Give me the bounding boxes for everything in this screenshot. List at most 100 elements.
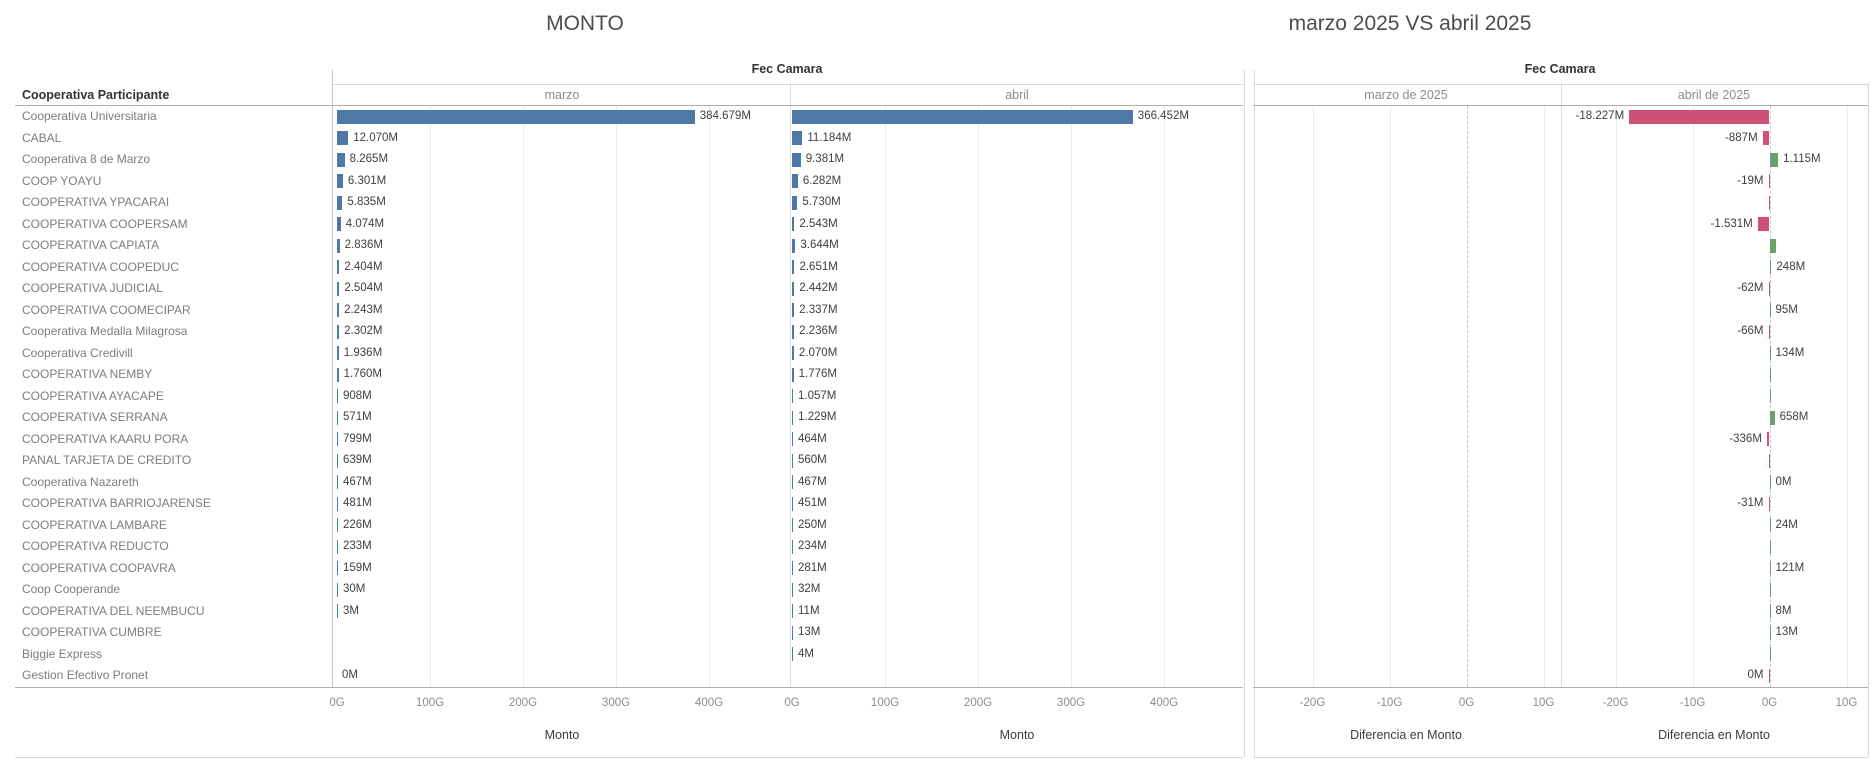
marzo-bar[interactable]	[337, 174, 343, 189]
axis-tick-label: 400G	[1149, 697, 1179, 709]
marzo-bar[interactable]	[337, 432, 338, 447]
gridline	[430, 106, 431, 687]
diff-bar[interactable]	[1762, 131, 1770, 146]
gridline	[1312, 106, 1314, 687]
abril-bar[interactable]	[792, 582, 793, 597]
marzo-bar[interactable]	[337, 518, 338, 533]
diff-bar[interactable]	[1769, 367, 1771, 382]
axis-tick-label: -10G	[1679, 697, 1706, 709]
marzo-bar[interactable]	[337, 453, 338, 468]
marzo-bar[interactable]	[337, 109, 695, 124]
marzo-bar[interactable]	[337, 260, 340, 275]
diff-bar[interactable]	[1769, 518, 1771, 533]
abril-bar[interactable]	[792, 238, 796, 253]
diff-bar[interactable]	[1769, 561, 1771, 576]
abril-bar[interactable]	[792, 217, 795, 232]
marzo-bar[interactable]	[337, 367, 339, 382]
diff-bar[interactable]	[1769, 647, 1771, 662]
axis-tick-label: 10G	[1532, 697, 1555, 709]
marzo-bar[interactable]	[337, 410, 338, 425]
diff-value-label: -336M	[1729, 432, 1762, 445]
marzo-bar[interactable]	[337, 389, 338, 404]
abril-bar[interactable]	[792, 174, 798, 189]
marzo-bar[interactable]	[337, 195, 343, 210]
axis-tick-label: 200G	[508, 697, 538, 709]
abril-bar[interactable]	[792, 561, 793, 576]
diff-bar[interactable]	[1629, 109, 1770, 124]
abril-bar[interactable]	[792, 260, 795, 275]
marzo-bar[interactable]	[337, 496, 338, 511]
abril-bar[interactable]	[792, 324, 795, 339]
diff-bar[interactable]	[1769, 152, 1779, 167]
marzo-bar[interactable]	[337, 217, 341, 232]
diff-bar[interactable]	[1768, 453, 1770, 468]
marzo-bar[interactable]	[337, 539, 338, 554]
marzo-bar[interactable]	[337, 324, 340, 339]
abril-bar[interactable]	[792, 131, 803, 146]
marzo-bar[interactable]	[337, 346, 339, 361]
abril-bar[interactable]	[792, 389, 793, 404]
row-label: COOP YOAYU	[22, 173, 102, 188]
gridline	[1164, 106, 1165, 687]
diff-bar[interactable]	[1769, 625, 1771, 640]
diff-bar[interactable]	[1768, 174, 1770, 189]
abril-value-label: 2.442M	[799, 282, 838, 294]
diff-bar[interactable]	[1769, 260, 1772, 275]
marzo-bar[interactable]	[337, 582, 338, 597]
axis-tick-label: -20G	[1602, 697, 1629, 709]
marzo-bar[interactable]	[337, 238, 340, 253]
abril-bar[interactable]	[792, 303, 795, 318]
marzo-bar[interactable]	[337, 561, 338, 576]
panel-divider	[1253, 70, 1255, 757]
abril-bar[interactable]	[792, 346, 794, 361]
diff-bar[interactable]	[1768, 496, 1770, 511]
abril-value-label: 4M	[798, 647, 814, 660]
zero-line	[1466, 106, 1468, 687]
abril-bar[interactable]	[792, 281, 795, 296]
abril-bar[interactable]	[792, 496, 793, 511]
marzo-bar[interactable]	[337, 131, 349, 146]
diff-bar[interactable]	[1768, 281, 1770, 296]
diff-bar[interactable]	[1769, 238, 1776, 253]
diff-bar[interactable]	[1769, 475, 1771, 490]
diff-bar[interactable]	[1757, 217, 1770, 232]
marzo-bar[interactable]	[337, 152, 345, 167]
gridline	[523, 106, 524, 687]
marzo-bar[interactable]	[337, 303, 340, 318]
diff-bar[interactable]	[1766, 432, 1770, 447]
abril-bar[interactable]	[792, 152, 801, 167]
abril-bar[interactable]	[792, 367, 794, 382]
diff-bar[interactable]	[1769, 604, 1771, 619]
diff-bar[interactable]	[1768, 668, 1770, 683]
diff-bar[interactable]	[1769, 389, 1771, 404]
diff-bar[interactable]	[1768, 324, 1770, 339]
diff-bar[interactable]	[1769, 346, 1771, 361]
abril-bar[interactable]	[792, 109, 1133, 124]
marzo-bar[interactable]	[337, 604, 338, 619]
abril-bar[interactable]	[792, 518, 793, 533]
abril-bar[interactable]	[792, 604, 793, 619]
abril-bar[interactable]	[792, 539, 793, 554]
panel-border	[15, 104, 1243, 106]
abril-bar[interactable]	[792, 195, 798, 210]
diff-value-label: 1.115M	[1783, 153, 1821, 165]
diff-bar[interactable]	[1769, 582, 1771, 597]
marzo-bar[interactable]	[337, 475, 338, 490]
abril-bar[interactable]	[792, 625, 793, 640]
abril-bar[interactable]	[792, 453, 793, 468]
diff-bar[interactable]	[1769, 410, 1775, 425]
diff-bar[interactable]	[1769, 539, 1771, 554]
marzo-bar[interactable]	[337, 281, 340, 296]
panel-divider	[1243, 70, 1245, 757]
abril-bar[interactable]	[792, 647, 793, 662]
abril-bar[interactable]	[792, 432, 793, 447]
marzo-value-label: 2.302M	[344, 325, 383, 337]
diff-bar[interactable]	[1769, 303, 1771, 318]
abril-value-label: 2.651M	[799, 260, 838, 273]
diff-value-label: 13M	[1775, 626, 1798, 638]
abril-bar[interactable]	[792, 410, 794, 425]
abril-bar[interactable]	[792, 475, 793, 490]
diff-bar[interactable]	[1768, 195, 1770, 210]
marzo-value-label: 159M	[343, 561, 372, 574]
gridline	[709, 106, 710, 687]
